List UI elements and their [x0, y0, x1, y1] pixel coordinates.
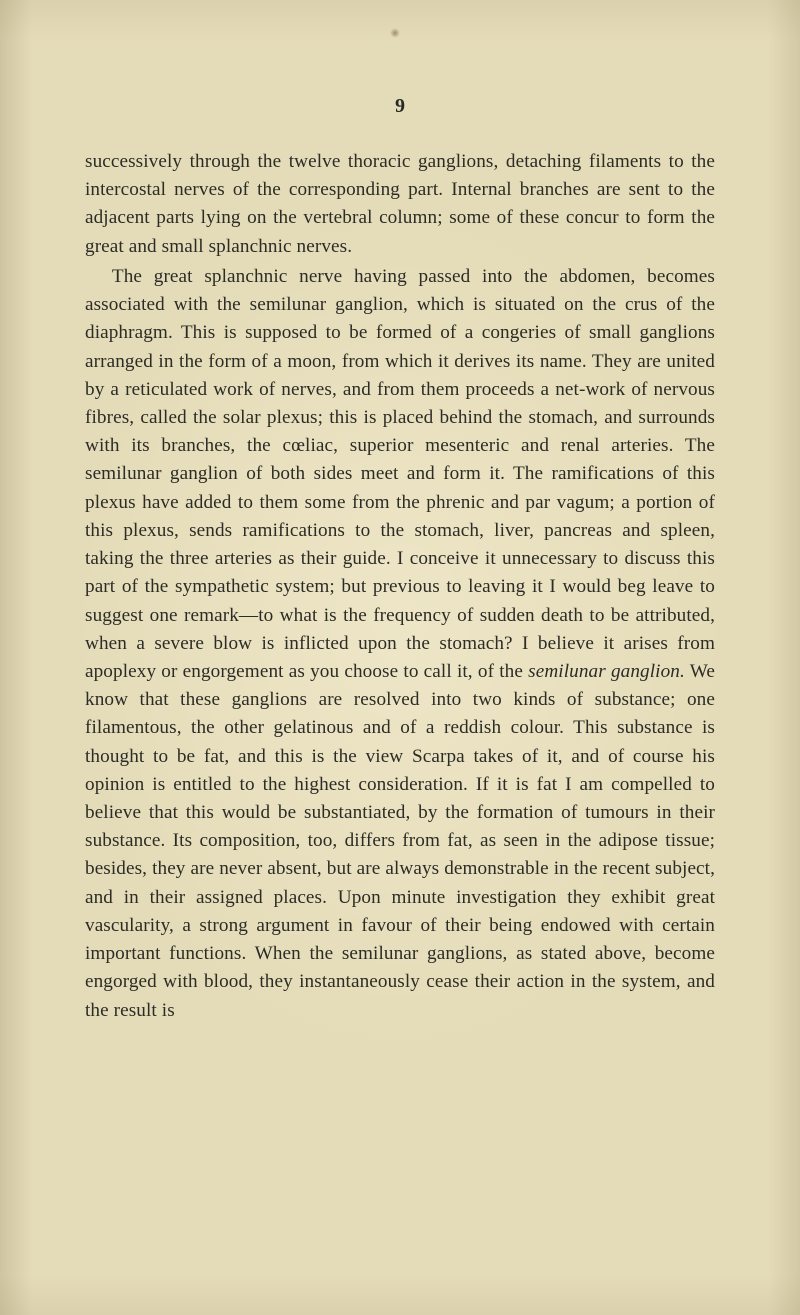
paragraph-2-run-b: We know that these ganglions are resolve…	[85, 661, 715, 1021]
italic-term-semilunar-ganglion: semilunar ganglion.	[528, 661, 685, 682]
page-number: 9	[85, 95, 715, 118]
page-smudge	[390, 28, 400, 38]
paragraph-2: The great splanchnic nerve having passed…	[85, 263, 715, 1025]
page-content: 9 successively through the twelve thorac…	[85, 95, 715, 1027]
paragraph-1: successively through the twelve thoracic…	[85, 148, 715, 261]
paragraph-2-run-a: The great splanchnic nerve having passed…	[85, 266, 715, 682]
